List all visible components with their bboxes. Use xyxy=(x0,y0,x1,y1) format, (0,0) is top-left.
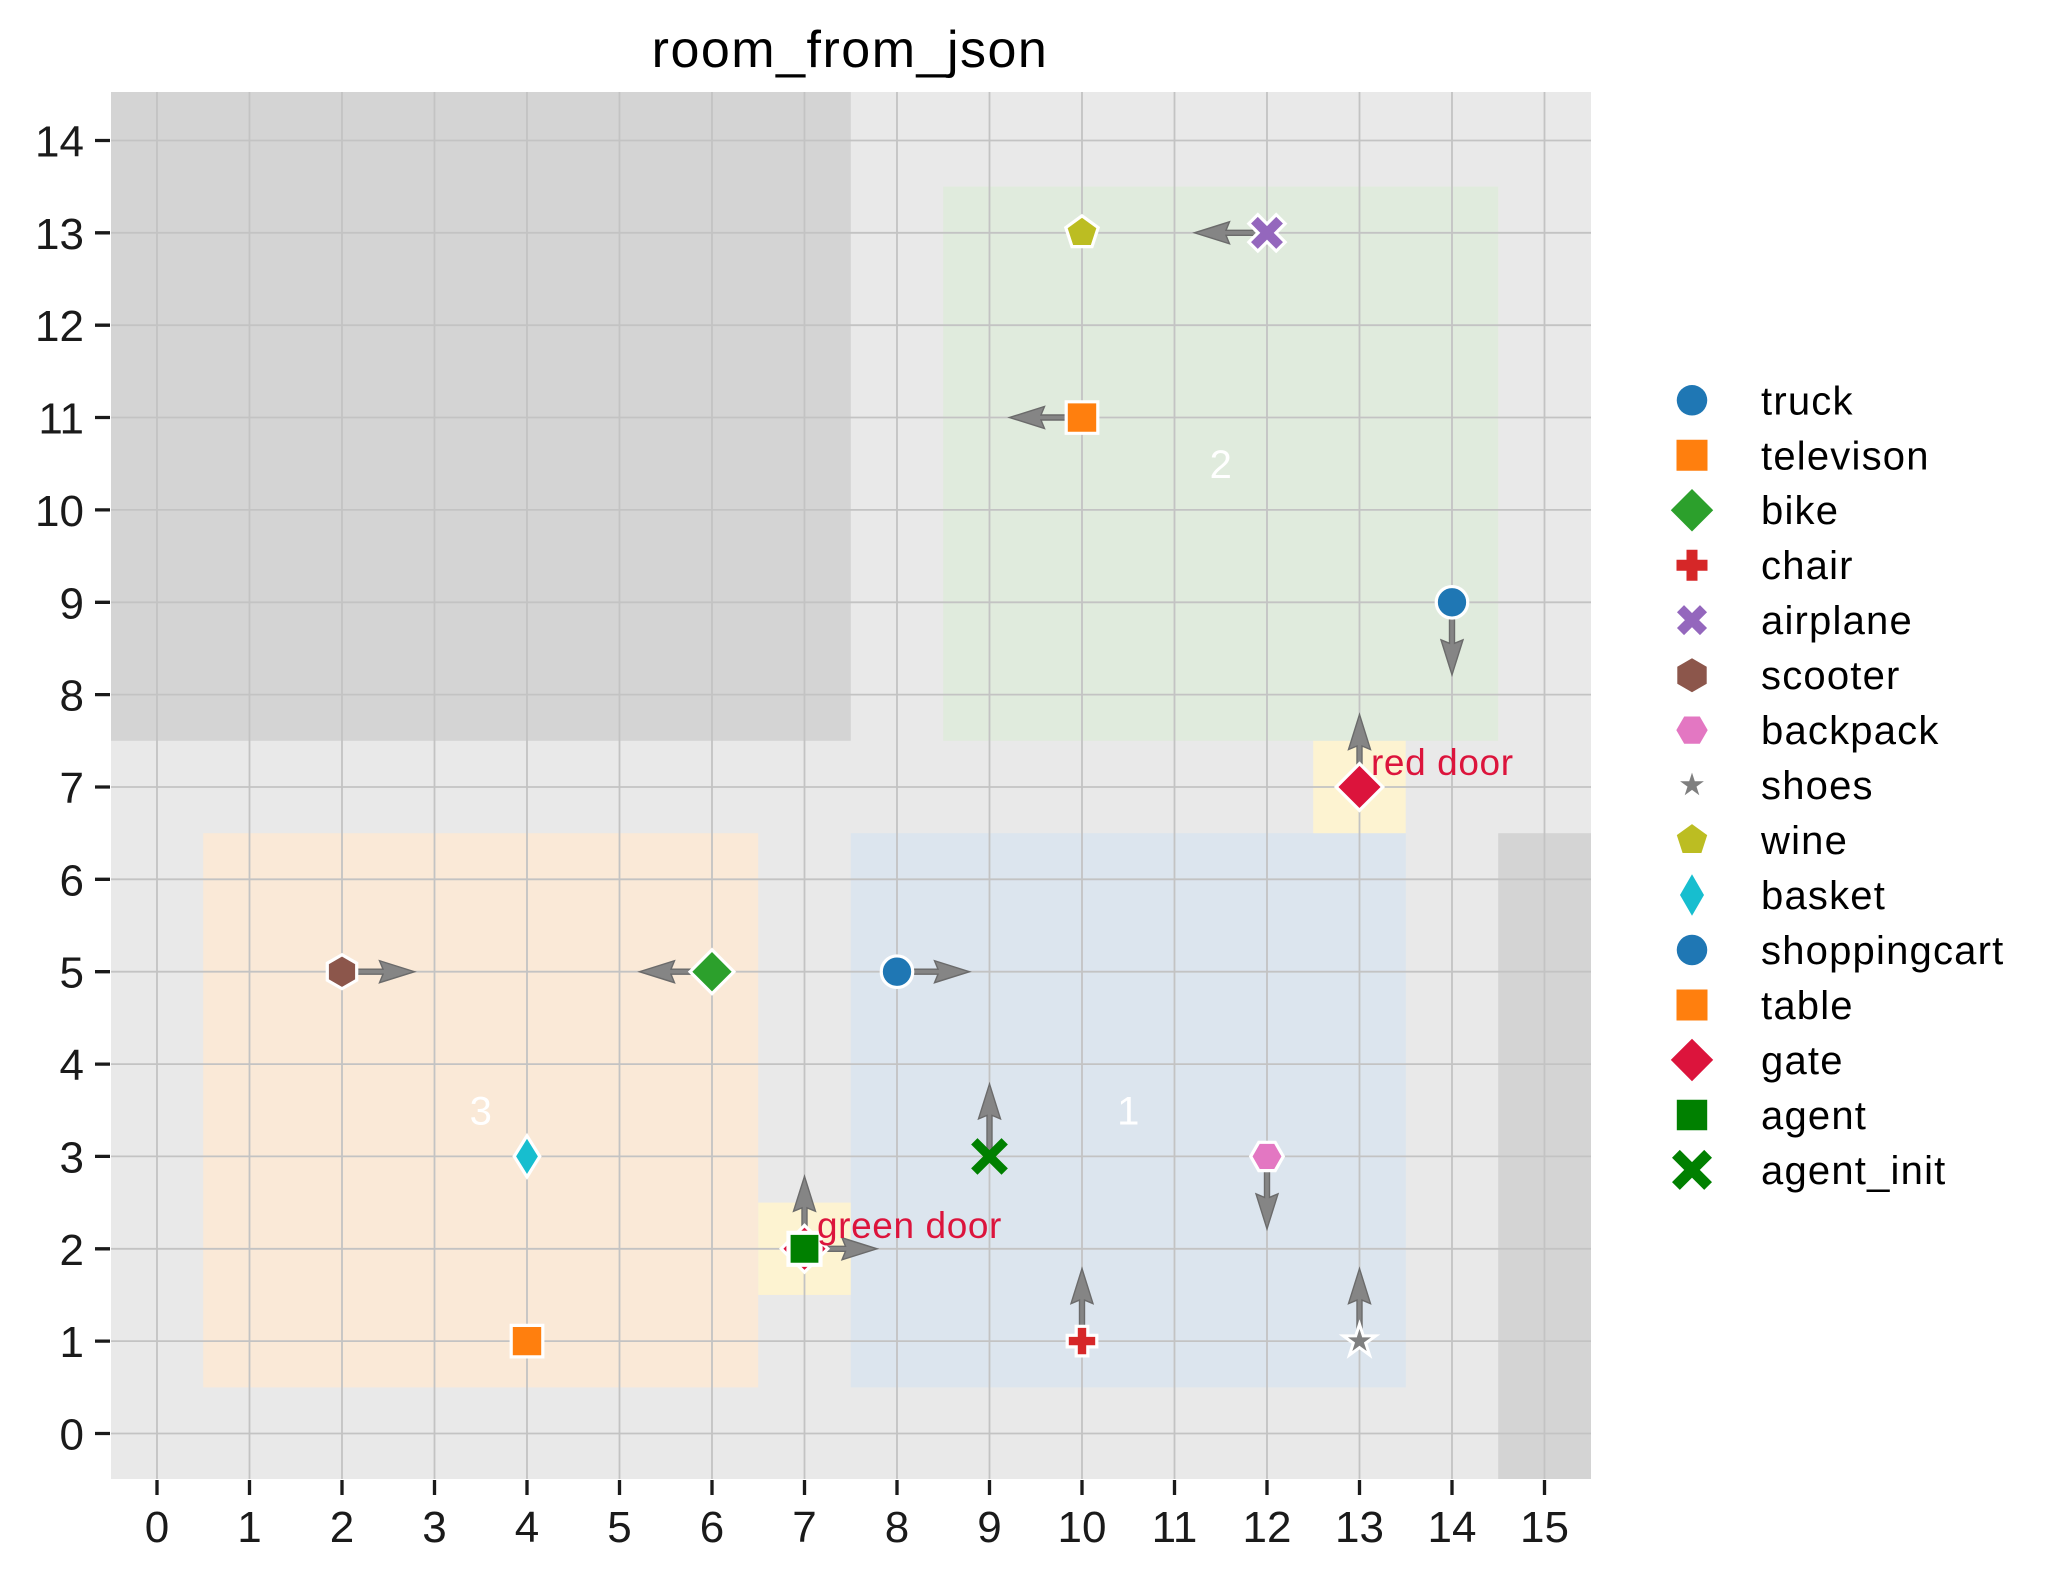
svg-text:13: 13 xyxy=(1335,1503,1384,1552)
svg-text:agent: agent xyxy=(1761,1094,1867,1138)
svg-text:6: 6 xyxy=(700,1503,724,1552)
svg-text:2: 2 xyxy=(1210,443,1232,487)
svg-text:8: 8 xyxy=(60,672,84,721)
svg-text:3: 3 xyxy=(60,1133,84,1182)
svg-text:2: 2 xyxy=(330,1503,354,1552)
svg-text:shoes: shoes xyxy=(1761,764,1874,808)
svg-text:backpack: backpack xyxy=(1761,709,1940,753)
svg-text:4: 4 xyxy=(515,1503,539,1552)
svg-text:11: 11 xyxy=(1152,1503,1198,1552)
svg-text:3: 3 xyxy=(470,1090,492,1134)
svg-text:0: 0 xyxy=(145,1503,169,1552)
svg-text:6: 6 xyxy=(60,856,84,905)
svg-text:airplane: airplane xyxy=(1761,599,1913,643)
svg-text:televison: televison xyxy=(1761,434,1930,478)
svg-text:2: 2 xyxy=(60,1226,84,1275)
svg-text:shoppingcart: shoppingcart xyxy=(1761,929,2004,973)
svg-text:scooter: scooter xyxy=(1761,654,1901,698)
svg-text:1: 1 xyxy=(237,1503,261,1552)
svg-text:5: 5 xyxy=(607,1503,631,1552)
svg-text:7: 7 xyxy=(60,764,84,813)
svg-text:8: 8 xyxy=(885,1503,909,1552)
svg-text:3: 3 xyxy=(422,1503,446,1552)
svg-text:agent_init: agent_init xyxy=(1761,1149,1946,1193)
svg-text:bike: bike xyxy=(1761,489,1839,533)
svg-text:table: table xyxy=(1761,984,1854,1028)
svg-text:10: 10 xyxy=(35,487,84,536)
svg-text:red door: red door xyxy=(1371,742,1514,783)
svg-text:9: 9 xyxy=(60,579,84,628)
svg-text:gate: gate xyxy=(1761,1039,1844,1083)
svg-text:4: 4 xyxy=(60,1041,84,1090)
svg-text:1: 1 xyxy=(1117,1090,1139,1134)
svg-text:green door: green door xyxy=(817,1205,1002,1246)
svg-text:basket: basket xyxy=(1761,874,1886,918)
svg-text:room_from_json: room_from_json xyxy=(652,21,1049,79)
svg-text:11: 11 xyxy=(38,395,84,444)
svg-text:7: 7 xyxy=(792,1503,816,1552)
svg-text:13: 13 xyxy=(35,210,84,259)
svg-text:0: 0 xyxy=(60,1411,84,1460)
svg-text:chair: chair xyxy=(1761,544,1854,588)
svg-text:wine: wine xyxy=(1760,819,1848,863)
svg-text:12: 12 xyxy=(35,302,84,351)
svg-text:truck: truck xyxy=(1761,379,1854,423)
svg-text:9: 9 xyxy=(977,1503,1001,1552)
svg-text:1: 1 xyxy=(60,1318,84,1367)
svg-text:14: 14 xyxy=(35,118,84,167)
svg-text:5: 5 xyxy=(60,949,84,998)
svg-text:14: 14 xyxy=(1428,1503,1477,1552)
svg-text:12: 12 xyxy=(1243,1503,1292,1552)
svg-text:15: 15 xyxy=(1520,1503,1569,1552)
svg-text:10: 10 xyxy=(1058,1503,1107,1552)
